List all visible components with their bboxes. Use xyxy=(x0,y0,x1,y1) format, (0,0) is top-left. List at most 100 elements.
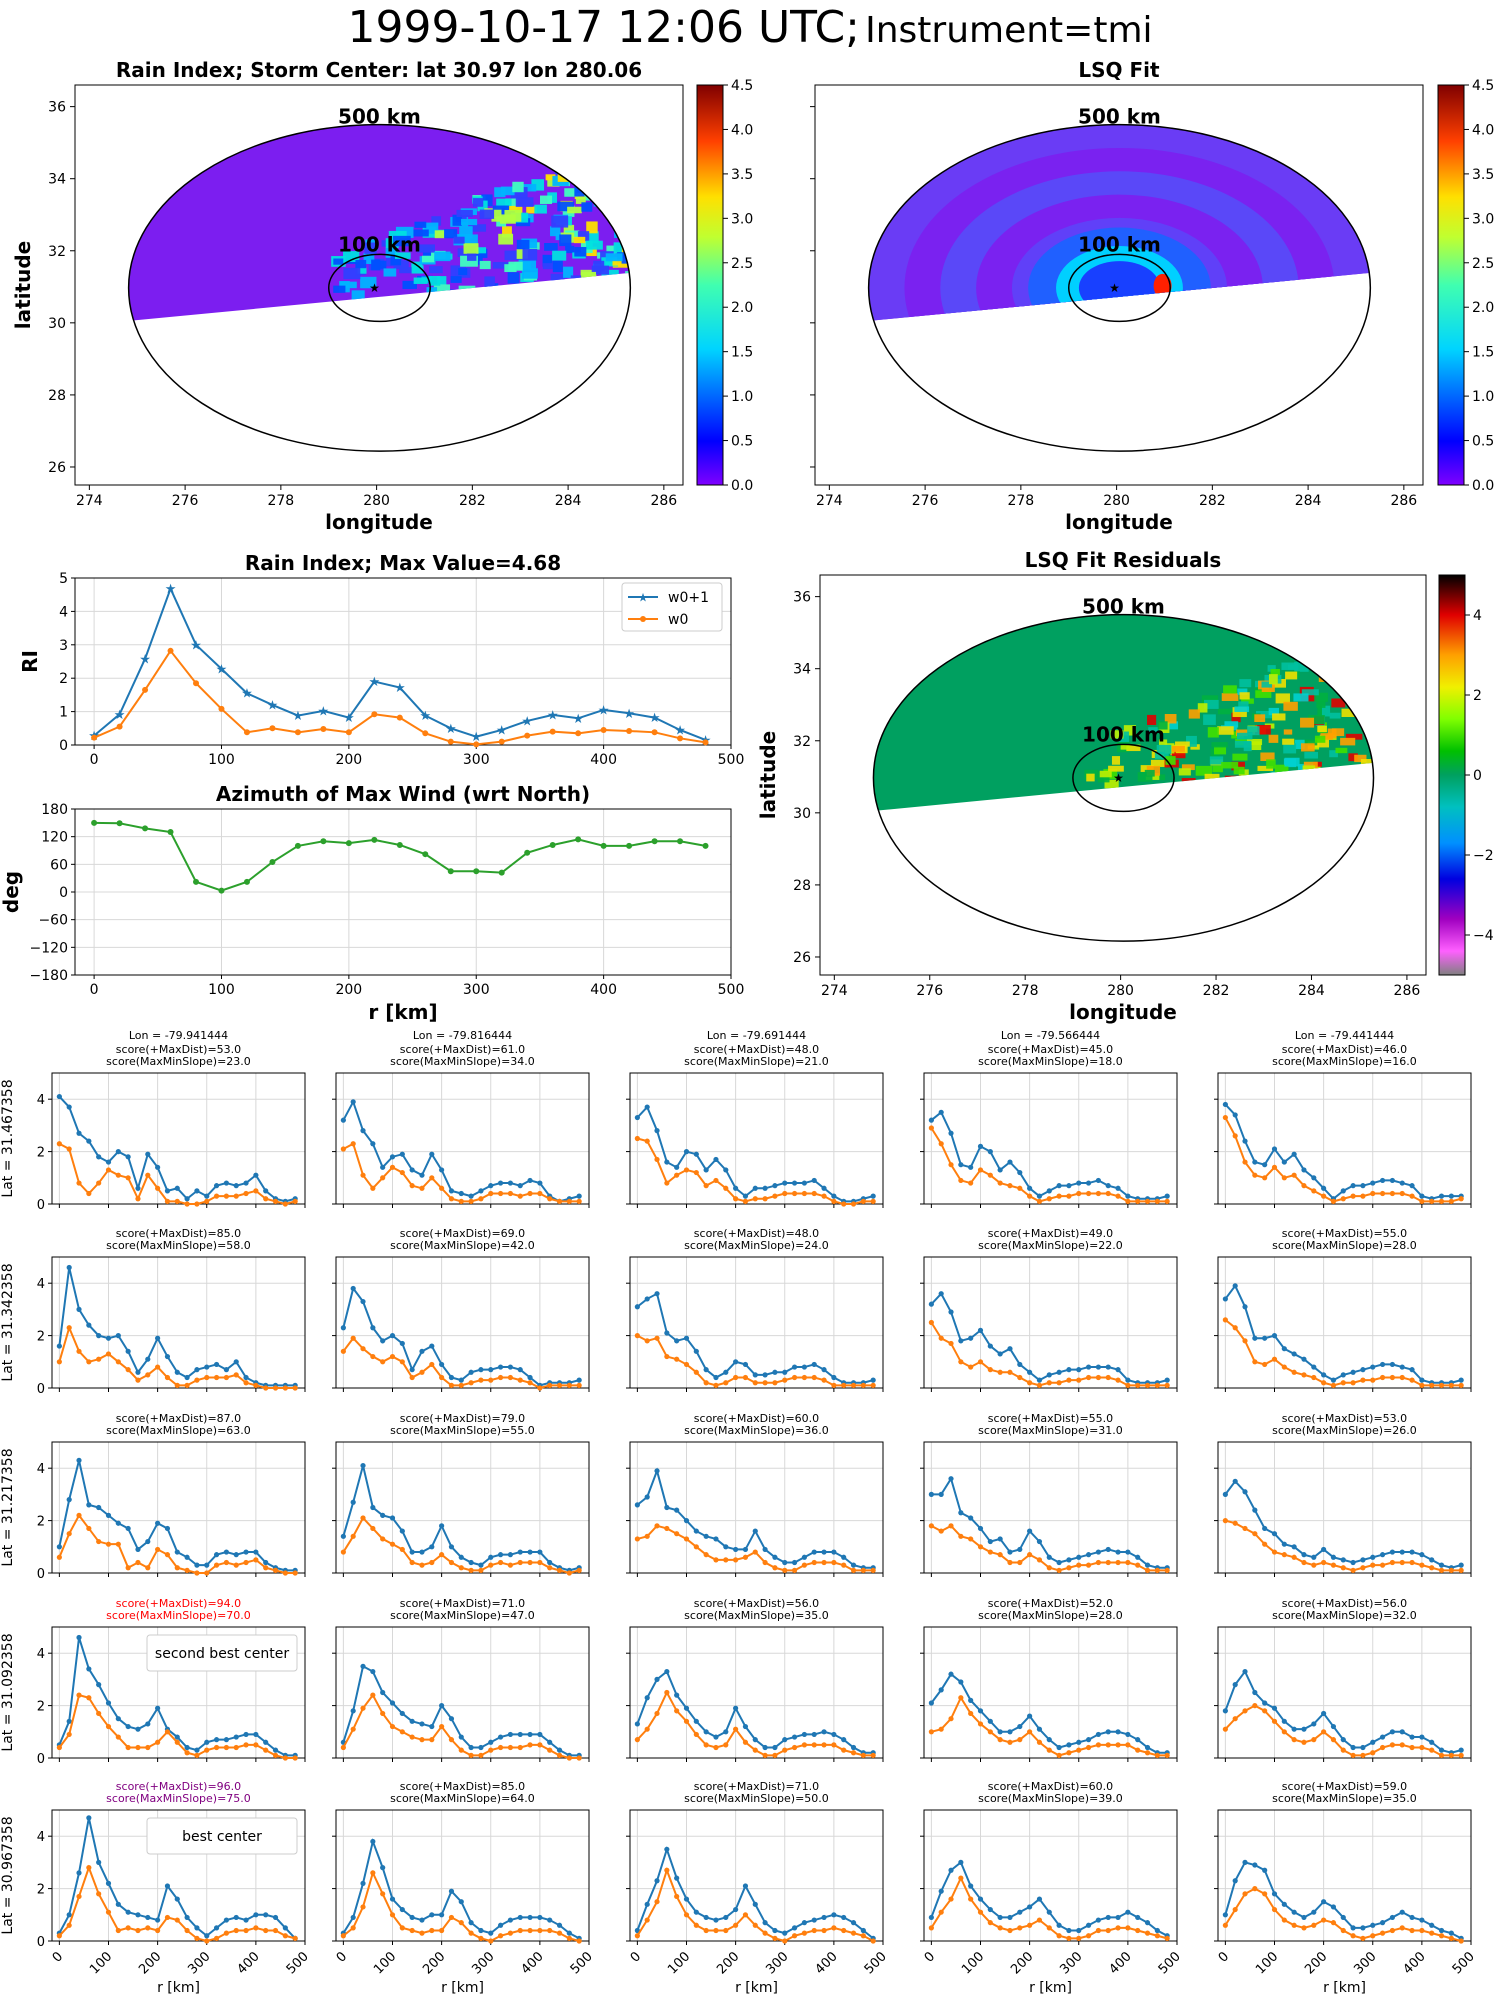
series-w0plus1-point xyxy=(1389,1177,1395,1184)
series-w0-point xyxy=(1085,1562,1092,1568)
series-w0plus1-point xyxy=(723,1369,729,1375)
series-w0plus1-point xyxy=(850,1562,857,1568)
series-w0-point xyxy=(1017,1185,1023,1191)
series-w0plus1-point xyxy=(517,1549,523,1555)
series-w0-point xyxy=(1262,1541,1268,1547)
series-w0-point xyxy=(155,1739,161,1745)
series-w0-point xyxy=(105,1167,112,1173)
series-w0-point xyxy=(850,1567,857,1573)
series-w0-point xyxy=(1144,1382,1151,1388)
series-w0-point xyxy=(600,726,607,733)
series-w0-point xyxy=(782,1747,788,1753)
series-w0-point xyxy=(56,1359,62,1365)
series-w0-point xyxy=(1164,1382,1170,1388)
series-w0plus1-point xyxy=(537,1549,543,1555)
series-w0plus1-point xyxy=(762,1744,768,1751)
series-w0plus1-point xyxy=(958,1162,964,1168)
x-tick-label: 284 xyxy=(555,493,582,509)
series-w0-point xyxy=(294,729,301,736)
series-azimuth-point xyxy=(677,838,684,845)
series-w0plus1-line xyxy=(342,1286,580,1387)
series-w0-point xyxy=(115,1541,121,1547)
series-w0plus1-point xyxy=(547,1559,553,1566)
series-w0plus1-point xyxy=(723,1729,729,1735)
series-w0plus1-point xyxy=(439,1912,445,1918)
series-azimuth-line xyxy=(94,821,706,892)
series-w0-point xyxy=(1125,1382,1131,1388)
series-w0plus1-point xyxy=(1125,1909,1131,1915)
series-w0-point xyxy=(497,1933,504,1939)
series-w0-point xyxy=(1399,1190,1405,1197)
series-w0plus1-point xyxy=(782,1180,788,1186)
series-w0plus1-point xyxy=(399,1528,405,1534)
series-w0-point xyxy=(527,1742,533,1748)
series-w0-point xyxy=(664,1867,670,1873)
series-w0plus1-point xyxy=(155,1917,161,1923)
series-w0-point xyxy=(517,1927,523,1934)
series-w0-point xyxy=(1252,1886,1258,1892)
series-w0-point xyxy=(733,1557,739,1563)
series-w0plus1-point xyxy=(1438,1562,1445,1568)
series-w0plus1-point xyxy=(213,1183,220,1189)
y-tick-label: 2 xyxy=(37,1330,45,1345)
series-w0-point xyxy=(527,1190,533,1197)
series-w0-point xyxy=(654,1156,660,1163)
subplot-score-maxminslope: score(MaxMinSlope)=36.0 xyxy=(684,1424,829,1437)
series-w0plus1-point xyxy=(801,1731,807,1738)
x-tick-label: 274 xyxy=(821,983,848,999)
axes-frame xyxy=(923,1072,1178,1205)
series-w0plus1-point xyxy=(782,1737,788,1743)
series-w0plus1-point xyxy=(507,1364,513,1370)
series-w0-point xyxy=(664,1689,670,1696)
series-w0-point xyxy=(243,1380,249,1386)
series-w0-point xyxy=(389,1353,396,1360)
series-w0plus1-point xyxy=(1399,1549,1405,1555)
series-w0plus1-point xyxy=(782,1559,788,1566)
series-w0-point xyxy=(938,1726,944,1732)
series-w0-point xyxy=(870,1198,876,1204)
series-w0plus1-point xyxy=(1007,1549,1013,1555)
subplot-r2-c3: score(+MaxDist)=48.0score(MaxMinSlope)=2… xyxy=(626,1227,884,1392)
y-tick-label: 36 xyxy=(793,590,811,606)
series-w0plus1-point xyxy=(821,1185,827,1191)
series-w0plus1-point xyxy=(742,1361,749,1368)
subplot-score-maxminslope: score(MaxMinSlope)=55.0 xyxy=(390,1424,535,1437)
series-w0plus1-point xyxy=(253,1172,259,1178)
series-w0-point xyxy=(96,1538,102,1545)
series-w0plus1-point xyxy=(1360,1557,1366,1563)
series-w0-point xyxy=(1076,1562,1082,1568)
series-w0plus1-point xyxy=(693,1909,699,1915)
series-w0-point xyxy=(167,647,174,654)
x-tick-label: 284 xyxy=(1295,493,1322,509)
series-w0plus1-point xyxy=(958,1510,964,1516)
series-w0-point xyxy=(1370,1190,1376,1197)
series-w0-point xyxy=(517,1377,523,1383)
series-w0plus1-point xyxy=(1321,1185,1327,1191)
axes-frame xyxy=(51,1072,306,1205)
series-w0plus1-point xyxy=(1056,1922,1062,1928)
series-w0plus1-point xyxy=(125,1525,131,1532)
series-w0plus1-point xyxy=(1222,1296,1228,1302)
series-w0-point xyxy=(1458,1752,1464,1758)
subplot-score-maxminslope: score(MaxMinSlope)=31.0 xyxy=(978,1424,1123,1437)
series-w0-point xyxy=(1036,1557,1043,1563)
subplot-score-maxminslope: score(MaxMinSlope)=26.0 xyxy=(1272,1424,1417,1437)
series-w0-point xyxy=(66,1146,72,1152)
series-w0plus1-point xyxy=(1135,1914,1141,1921)
series-w0-point xyxy=(272,1198,279,1204)
y-tick-label: 60 xyxy=(50,857,68,873)
series-w0plus1-point xyxy=(1115,1914,1121,1921)
series-w0-point xyxy=(1027,1729,1033,1735)
series-azimuth-point xyxy=(600,842,607,849)
series-w0plus1-point xyxy=(674,1875,680,1881)
series-w0plus1-point xyxy=(76,1457,82,1463)
series-w0-point xyxy=(340,1348,346,1354)
series-w0-point xyxy=(56,1933,62,1939)
ring-label-500km: 500 km xyxy=(1078,105,1161,129)
series-w0-point xyxy=(86,1525,92,1532)
subplot-score-maxdist: score(+MaxDist)=53.0 xyxy=(116,1043,241,1056)
colorbar-tick-label: 4.0 xyxy=(731,122,753,138)
series-w0-point xyxy=(340,1744,346,1751)
map-ylabel: latitude xyxy=(756,731,780,819)
series-w0plus1-point xyxy=(683,1335,690,1341)
